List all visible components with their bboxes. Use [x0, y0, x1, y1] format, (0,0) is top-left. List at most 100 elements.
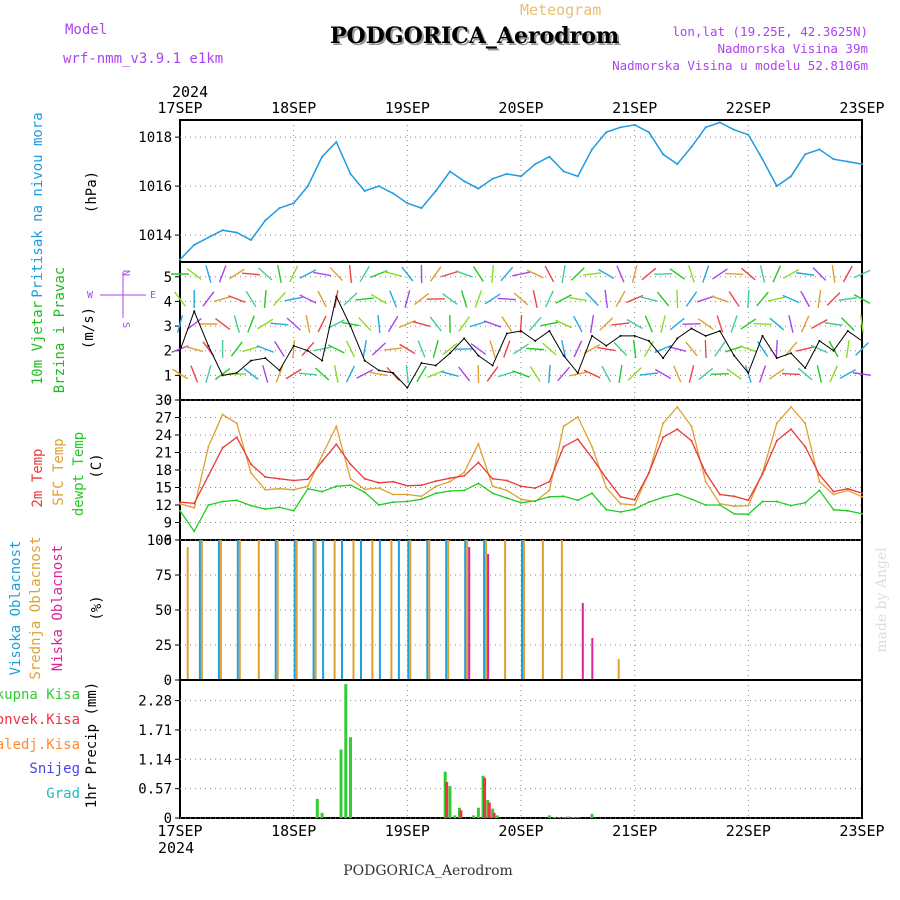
sfc-temp-line-point — [861, 495, 863, 498]
wind-arrow — [486, 366, 499, 382]
temp2m-line-point — [477, 461, 480, 464]
cloud-ylabel-high: Visoka Oblacnost — [8, 541, 24, 676]
sfc-temp-line-point — [179, 502, 181, 505]
total-precip-bar — [566, 816, 570, 818]
pressure-line-point — [264, 219, 267, 222]
temp2m-line-point — [434, 480, 437, 483]
sfc-temp-line-point — [576, 415, 579, 418]
sfc-temp-line-point — [676, 406, 679, 408]
pressure-line-point — [449, 170, 451, 173]
dewpt-line-point — [392, 501, 395, 504]
wind-arrow — [583, 369, 601, 379]
wind-arrow — [186, 318, 202, 330]
wind-arrow — [704, 339, 707, 359]
y-tick-label: 4 — [164, 294, 172, 310]
wind-arrow — [838, 297, 857, 301]
wind-arrow — [800, 315, 810, 333]
wind-arrow — [218, 265, 227, 283]
total-precip-bar — [453, 815, 457, 818]
pressure-line-point — [278, 207, 281, 210]
wind-arrow — [829, 365, 838, 383]
dewpt-line-point — [747, 513, 750, 516]
sfc-temp-line-point — [420, 495, 423, 498]
high-cloud-bar — [407, 540, 410, 680]
sfc-temp-line-point — [747, 504, 750, 507]
wind-arrow — [348, 264, 353, 284]
y-tick-label: 18 — [155, 463, 172, 479]
sfc-temp-line-point — [633, 504, 636, 506]
wind-arrow — [500, 266, 514, 282]
wind-arrow — [387, 315, 399, 333]
dewpt-line-point — [463, 489, 466, 492]
dewpt-line-point — [690, 498, 693, 501]
dewpt-line-point — [562, 495, 565, 498]
total-precip-bar — [547, 815, 551, 818]
temp2m-line-point — [562, 445, 565, 448]
wind-speed-line-point — [292, 344, 295, 347]
bottom-time-axis: 17SEP 18SEP 19SEP 20SEP 21SEP 22SEP 23SEP — [157, 822, 884, 840]
temp2m-line-point — [548, 480, 551, 483]
wind-arrow — [313, 346, 332, 352]
temp2m-line-point — [250, 463, 252, 466]
dewpt-line-point — [264, 508, 267, 511]
wind-arrow — [429, 266, 442, 282]
top-tick-label: 18SEP — [271, 99, 316, 117]
wind-speed-line-point — [179, 349, 181, 352]
temp2m-line-point — [747, 499, 750, 502]
pressure-line-point — [619, 126, 622, 129]
high-cloud-bar — [397, 540, 400, 680]
pressure-line-point — [520, 175, 522, 178]
wind-arrow — [613, 342, 628, 356]
wind-arrow — [327, 319, 345, 329]
wind-arrow — [334, 290, 339, 308]
wind-arrow — [386, 366, 400, 382]
wind-arrow — [263, 289, 267, 309]
wind-arrow — [526, 347, 545, 351]
wind-arrow — [753, 322, 772, 326]
wind-arrow — [416, 365, 427, 383]
wind-speed-line-point — [818, 339, 821, 342]
wind-arrow — [205, 265, 212, 283]
wind-arrow — [362, 340, 367, 358]
pressure-line-point — [846, 160, 849, 163]
wind-arrow — [417, 340, 426, 358]
mid-cloud-bar — [409, 540, 412, 680]
temp2m-line-point — [278, 477, 281, 480]
wind-arrow — [852, 372, 872, 376]
wind-arrow — [174, 291, 186, 307]
dewpt-line-point — [292, 509, 295, 512]
wind-arrow — [759, 265, 766, 283]
wind-speed-line-point — [662, 357, 665, 360]
wind-arrow — [730, 315, 738, 333]
wind-arrow — [544, 290, 554, 308]
wind-arrow — [317, 315, 327, 333]
wind-arrow — [842, 265, 853, 283]
wind-arrow — [585, 292, 599, 306]
temp2m-line-point — [321, 460, 324, 463]
y-tick-label: 30 — [155, 393, 172, 409]
wind-arrow — [358, 316, 372, 332]
sfc-temp-line-point — [463, 471, 466, 474]
y-tick-label: 27 — [155, 411, 172, 427]
wind-speed-line-point — [363, 359, 366, 362]
conv-precip-bar — [487, 802, 491, 818]
wind-arrow — [688, 265, 695, 283]
mid-cloud-bar — [186, 547, 189, 680]
wind-ylabel-sub: Brzina i Pravac — [52, 267, 68, 393]
wind-arrow — [343, 292, 358, 306]
wind-ylabel-unit: (m/s) — [81, 307, 97, 349]
temp2m-line-point — [406, 484, 409, 487]
wind-arrow — [696, 295, 715, 303]
wind-arrow — [555, 319, 573, 329]
wind-arrow — [243, 368, 259, 380]
sfc-temp-line-point — [704, 480, 707, 483]
wind-arrow — [314, 367, 330, 381]
low-cloud-bar — [468, 547, 471, 680]
temp2m-line-point — [619, 495, 622, 498]
wind-arrow — [712, 268, 728, 280]
wind-arrow — [528, 316, 542, 332]
wind-arrow — [442, 342, 458, 356]
wind-arrow — [544, 265, 555, 283]
wind-speed-line-point — [463, 337, 466, 340]
low-cloud-bar — [591, 638, 594, 680]
